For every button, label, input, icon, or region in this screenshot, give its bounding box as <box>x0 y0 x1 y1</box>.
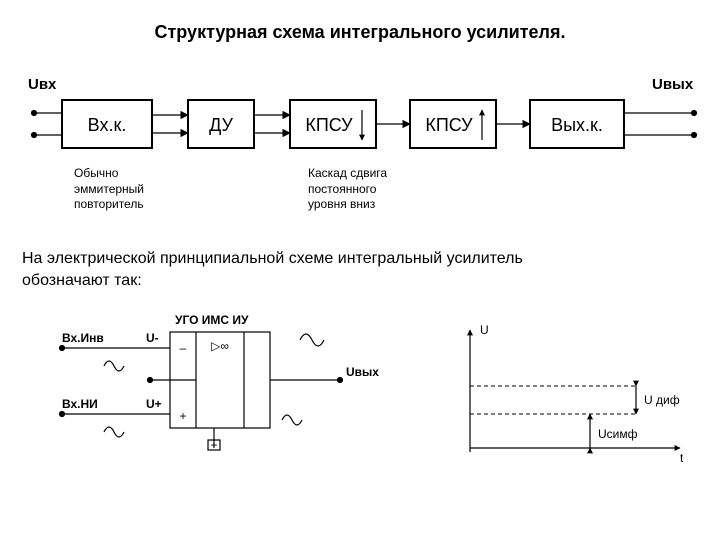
plot-usym-label: Uсимф <box>598 427 638 441</box>
label-in-ni: Вх.НИ <box>62 397 98 411</box>
symbol-caption: УГО ИМС ИУ <box>175 313 249 327</box>
block2-label: ДУ <box>209 115 233 135</box>
plot-x-label: t <box>680 451 684 465</box>
plot-udiff-label: U диф <box>644 393 680 407</box>
label-sym-uout: Uвых <box>346 365 379 379</box>
block-diagram-svg: Вх.к. ДУ КПСУ КПСУ Вых.к. УГО ИМС ИУ – +… <box>0 0 720 540</box>
label-u-plus: U+ <box>146 397 162 411</box>
block3-label: КПСУ <box>305 115 353 135</box>
voltage-plot: U t U диф Uсимф <box>470 323 684 465</box>
plot-y-label: U <box>480 323 489 337</box>
wave-icon <box>282 415 302 425</box>
block4-label: КПСУ <box>425 115 473 135</box>
label-in-inv: Вх.Инв <box>62 331 104 345</box>
wave-icon <box>104 427 124 437</box>
wave-icon <box>104 361 124 371</box>
svg-text:+: + <box>210 438 217 452</box>
sym-dash: – <box>180 341 187 355</box>
label-u-minus: U- <box>146 331 159 345</box>
block5-label: Вых.к. <box>551 115 603 135</box>
block1-label: Вх.к. <box>88 115 127 135</box>
wave-icon <box>300 334 324 346</box>
sym-plus: + <box>179 409 186 423</box>
sym-tri-inf: ▷∞ <box>211 339 229 353</box>
